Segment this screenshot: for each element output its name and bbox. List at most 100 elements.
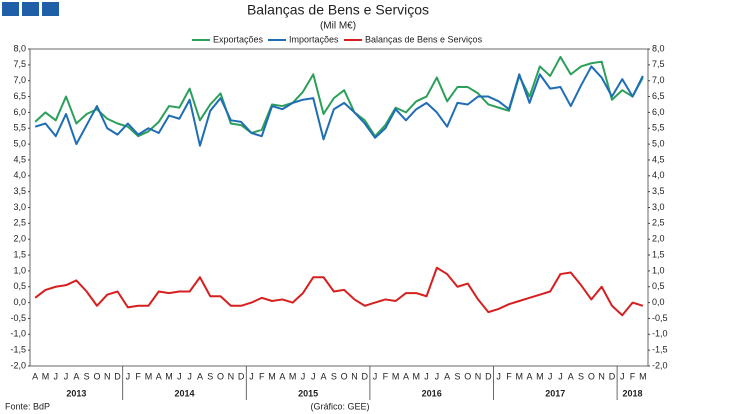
y2-tick-label: 5,0 xyxy=(652,138,665,148)
legend-label: Importações xyxy=(289,34,339,44)
x-tick-label: A xyxy=(568,371,574,381)
x-tick-label: F xyxy=(630,371,636,381)
x-tick-label: J xyxy=(373,371,378,381)
x-tick-label: D xyxy=(609,371,616,381)
x-tick-label: J xyxy=(64,371,69,381)
x-tick-label: J xyxy=(311,371,316,381)
logo-square xyxy=(2,2,19,16)
y2-tick-label: 7,0 xyxy=(652,75,665,85)
x-tick-label: A xyxy=(321,371,327,381)
y-tick-label: 6,0 xyxy=(13,107,26,117)
y2-tick-label: 0,5 xyxy=(652,281,665,291)
x-tick-label: F xyxy=(383,371,389,381)
x-tick-label: J xyxy=(301,371,306,381)
y2-tick-label: -2,0 xyxy=(652,360,668,370)
y-tick-label: 1,5 xyxy=(13,249,26,259)
y-tick-label: 4,0 xyxy=(13,170,26,180)
y-tick-label: 4,5 xyxy=(13,154,26,164)
x-tick-label: M xyxy=(639,371,647,381)
y-tick-label: 2,0 xyxy=(13,234,26,244)
y2-tick-label: 1,0 xyxy=(652,265,665,275)
y-tick-label: 5,0 xyxy=(13,138,26,148)
y-tick-label: 0,0 xyxy=(13,297,26,307)
y2-tick-label: 3,5 xyxy=(652,186,665,196)
y2-tick-label: 4,0 xyxy=(652,170,665,180)
y-tick-label: -2,0 xyxy=(10,360,26,370)
x-tick-label: J xyxy=(435,371,440,381)
year-label: 2015 xyxy=(298,388,318,398)
x-tick-label: O xyxy=(93,371,100,381)
x-tick-label: N xyxy=(228,371,235,381)
y-tick-label: 7,5 xyxy=(13,59,26,69)
y-tick-label: 3,5 xyxy=(13,186,26,196)
x-tick-label: D xyxy=(485,371,492,381)
x-tick-label: A xyxy=(279,371,285,381)
y2-tick-label: 6,0 xyxy=(652,107,665,117)
y2-tick-label: 0,0 xyxy=(652,297,665,307)
x-tick-label: M xyxy=(42,371,50,381)
y-tick-label: -0,5 xyxy=(10,313,26,323)
x-tick-label: J xyxy=(548,371,553,381)
x-tick-label: J xyxy=(177,371,182,381)
x-tick-label: D xyxy=(362,371,369,381)
y2-tick-label: -0,5 xyxy=(652,313,668,323)
x-tick-label: J xyxy=(424,371,429,381)
x-tick-label: M xyxy=(392,371,400,381)
year-label: 2016 xyxy=(422,388,442,398)
plot-frame xyxy=(29,48,649,367)
y2-tick-label: -1,0 xyxy=(652,329,668,339)
x-tick-label: A xyxy=(444,371,450,381)
y-tick-label: 1,0 xyxy=(13,265,26,275)
x-tick-label: J xyxy=(620,371,625,381)
y-tick-label: 7,0 xyxy=(13,75,26,85)
x-tick-label: J xyxy=(496,371,501,381)
x-tick-label: F xyxy=(135,371,141,381)
y2-tick-label: 8,0 xyxy=(652,43,665,53)
x-tick-label: F xyxy=(259,371,265,381)
y2-tick-label: -1,5 xyxy=(652,345,668,355)
x-tick-label: A xyxy=(156,371,162,381)
logo-square xyxy=(42,2,59,16)
y2-tick-label: 2,0 xyxy=(652,234,665,244)
x-tick-label: N xyxy=(104,371,111,381)
series-line xyxy=(34,65,644,147)
chart-subtitle: (Mil M€) xyxy=(320,21,356,32)
y-tick-label: 0,5 xyxy=(13,281,26,291)
y-tick-label: -1,0 xyxy=(10,329,26,339)
x-tick-label: O xyxy=(341,371,348,381)
y-tick-label: 6,5 xyxy=(13,91,26,101)
y-tick-label: 8,0 xyxy=(13,43,26,53)
y2-tick-label: 1,5 xyxy=(652,249,665,259)
chart-title: Balanças de Bens e Serviços xyxy=(247,2,429,18)
x-tick-label: S xyxy=(454,371,460,381)
y2-tick-label: 2,5 xyxy=(652,218,665,228)
x-tick-label: D xyxy=(238,371,245,381)
y-tick-label: -1,5 xyxy=(10,345,26,355)
logo-square xyxy=(22,2,39,16)
y-tick-label: 3,0 xyxy=(13,202,26,212)
series-line xyxy=(34,55,644,138)
y2-tick-label: 6,5 xyxy=(652,91,665,101)
x-tick-label: M xyxy=(165,371,173,381)
x-tick-label: S xyxy=(84,371,90,381)
y2-tick-label: 5,5 xyxy=(652,123,665,133)
credit: (Gráfico: GEE) xyxy=(310,401,369,411)
x-tick-label: O xyxy=(464,371,471,381)
x-tick-label: J xyxy=(187,371,192,381)
x-tick-label: A xyxy=(403,371,409,381)
x-tick-label: N xyxy=(598,371,605,381)
x-tick-label: A xyxy=(73,371,79,381)
year-label: 2014 xyxy=(174,388,194,398)
year-label: 2013 xyxy=(66,388,86,398)
x-tick-label: O xyxy=(588,371,595,381)
x-tick-label: A xyxy=(527,371,533,381)
y2-tick-label: 4,5 xyxy=(652,154,665,164)
x-tick-label: M xyxy=(145,371,153,381)
x-tick-label: S xyxy=(578,371,584,381)
x-tick-label: N xyxy=(351,371,358,381)
x-tick-label: A xyxy=(32,371,38,381)
x-tick-label: M xyxy=(413,371,421,381)
x-tick-label: M xyxy=(536,371,544,381)
x-tick-label: S xyxy=(331,371,337,381)
